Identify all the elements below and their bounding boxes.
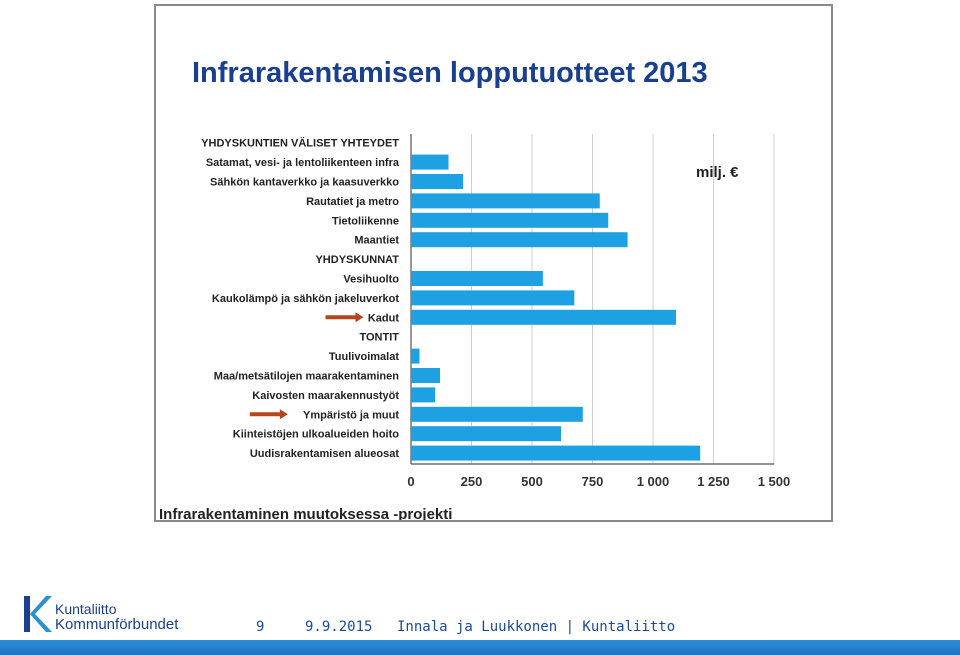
bar (411, 426, 562, 442)
category-label: Ympäristö ja muut (303, 409, 399, 421)
category-label: Sähkön kantaverkko ja kaasuverkko (210, 177, 399, 189)
source-label: Infrarakentaminen muutoksessa -projekti (159, 506, 452, 520)
bar-chart: Infrarakentamisen lopputuotteet 2013 YHD… (159, 57, 790, 520)
category-label: Rautatiet ja metro (306, 196, 399, 208)
bar (411, 290, 575, 306)
footer-date: 9.9.2015 (305, 619, 373, 635)
group-header-label: YHDYSKUNNAT (315, 254, 399, 266)
category-label: Kiinteistöjen ulkoalueiden hoito (233, 429, 400, 441)
slide-frame: Infrarakentamisen lopputuotteet 2013 YHD… (154, 4, 833, 522)
category-label: Tietoliikenne (332, 215, 399, 227)
footer-bar (0, 640, 960, 655)
logo-text-line2: Kommunförbundet (55, 616, 179, 633)
footer-authors: Innala ja Luukkonen | Kuntaliitto (397, 619, 676, 635)
category-label: Kadut (368, 312, 400, 324)
arrow-icon (325, 312, 364, 323)
x-tick-label: 0 (407, 474, 414, 489)
bar (411, 445, 701, 461)
category-label: Kaukolämpö ja sähkön jakeluverkot (212, 293, 399, 305)
x-tick-label: 250 (461, 474, 483, 489)
category-label: Maantiet (354, 235, 399, 247)
page-number: 9 (256, 619, 265, 635)
bar (411, 174, 464, 189)
category-label: Vesihuolto (343, 274, 399, 286)
bar (411, 271, 543, 286)
bar (411, 368, 441, 383)
kuntaliitto-k-logo-icon (24, 596, 52, 632)
unit-label: milj. € (696, 164, 739, 181)
bar (411, 154, 449, 170)
bar (411, 387, 436, 403)
category-label: Kaivosten maarakennustyöt (252, 390, 399, 402)
bar (411, 193, 600, 209)
category-label: Uudisrakentamisen alueosat (250, 448, 400, 460)
x-tick-label: 500 (521, 474, 543, 489)
category-label: Tuulivoimalat (329, 351, 399, 363)
category-labels: YHDYSKUNTIEN VÄLISET YHTEYDET Satamat, ve… (201, 137, 400, 460)
x-tick-label: 1 250 (697, 474, 730, 489)
logo-text-line1: Kuntaliitto (55, 601, 117, 617)
group-header-label: TONTIT (359, 332, 399, 344)
bar (411, 406, 583, 422)
x-tick-label: 1 000 (637, 474, 670, 489)
group-header-label: YHDYSKUNTIEN VÄLISET YHTEYDET (201, 137, 399, 150)
x-tick-label: 1 500 (758, 474, 791, 489)
bar (411, 212, 609, 228)
bar (411, 232, 628, 248)
category-label: Maa/metsätilojen maarakentaminen (214, 371, 400, 383)
arrow-icon (249, 409, 288, 420)
footer: Kuntaliitto Kommunförbundet 9 9.9.2015 I… (0, 592, 960, 655)
x-tick-label: 750 (582, 474, 604, 489)
bars (411, 154, 701, 461)
kuntaliitto-logo: Kuntaliitto Kommunförbundet (22, 596, 178, 637)
bar (411, 348, 420, 364)
arrows (249, 312, 364, 420)
chart-title: Infrarakentamisen lopputuotteet 2013 (192, 57, 708, 89)
bar (411, 309, 676, 325)
category-label: Satamat, vesi- ja lentoliikenteen infra (206, 157, 400, 169)
x-tick-labels: 0 250 500 750 1 000 1 250 1 500 (407, 474, 790, 489)
